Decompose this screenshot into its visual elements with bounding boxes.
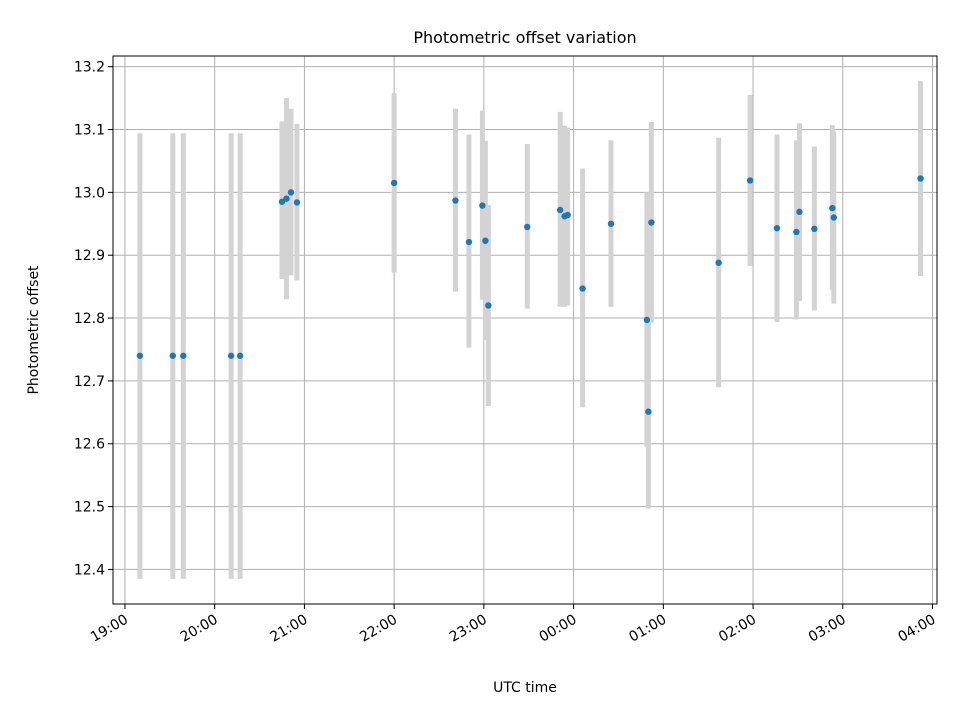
chart-title: Photometric offset variation <box>413 28 636 47</box>
x-tick-label: 03:00 <box>806 612 849 646</box>
data-point <box>482 237 489 244</box>
x-tick-label: 02:00 <box>716 612 759 646</box>
y-tick-label: 12.4 <box>74 562 105 578</box>
data-point <box>283 195 290 202</box>
data-point <box>829 204 836 212</box>
axis-ticks: 19:00 20:00 21:00 22:00 23:00 00:00 01:00 02:00… <box>74 60 939 646</box>
data-point <box>607 220 615 227</box>
x-tick-label: 21:00 <box>267 612 310 646</box>
y-tick-label: 12.8 <box>74 311 105 327</box>
x-tick-label: 20:00 <box>178 612 221 646</box>
x-tick-label: 23:00 <box>447 612 490 646</box>
data-point <box>715 259 722 266</box>
error-bars <box>137 81 924 579</box>
x-tick-label: 22:00 <box>357 612 400 646</box>
data-point <box>293 199 301 206</box>
data-point <box>830 214 838 221</box>
y-tick-label: 12.7 <box>74 374 105 390</box>
data-point <box>227 352 235 359</box>
data-point <box>465 238 473 246</box>
x-axis-label: UTC time <box>493 680 557 696</box>
y-tick-label: 13.1 <box>74 123 105 139</box>
y-tick-label: 12.6 <box>74 437 105 453</box>
data-point <box>648 219 655 226</box>
data-points <box>136 175 924 415</box>
data-point <box>746 177 754 184</box>
x-tick-label: 04:00 <box>896 612 939 646</box>
data-point <box>136 352 144 359</box>
y-tick-label: 13.0 <box>74 185 105 201</box>
data-point <box>278 198 286 205</box>
data-point <box>556 206 564 214</box>
x-tick-label: 00:00 <box>537 612 580 646</box>
y-tick-label: 12.5 <box>74 500 105 516</box>
data-point <box>479 202 486 209</box>
data-point <box>524 223 531 231</box>
data-point <box>643 316 651 324</box>
data-point <box>796 208 803 216</box>
data-point <box>579 285 586 292</box>
x-tick-label: 01:00 <box>626 612 669 646</box>
grid <box>113 56 937 604</box>
y-tick-label: 12.9 <box>74 248 105 264</box>
plot-frame <box>112 55 938 605</box>
data-point <box>287 189 295 196</box>
data-point <box>452 197 459 204</box>
x-tick-label: 19:00 <box>88 612 131 646</box>
y-tick-label: 13.2 <box>74 60 105 76</box>
data-point <box>169 352 177 359</box>
data-point <box>180 352 187 359</box>
data-point <box>773 224 781 232</box>
data-point <box>485 302 492 309</box>
data-point <box>564 211 571 219</box>
data-point <box>236 352 244 359</box>
data-point <box>645 408 652 415</box>
data-point <box>917 175 924 182</box>
y-axis-label: Photometric offset <box>26 265 42 395</box>
data-point <box>793 228 800 236</box>
data-point <box>811 225 818 233</box>
data-point <box>390 179 398 187</box>
